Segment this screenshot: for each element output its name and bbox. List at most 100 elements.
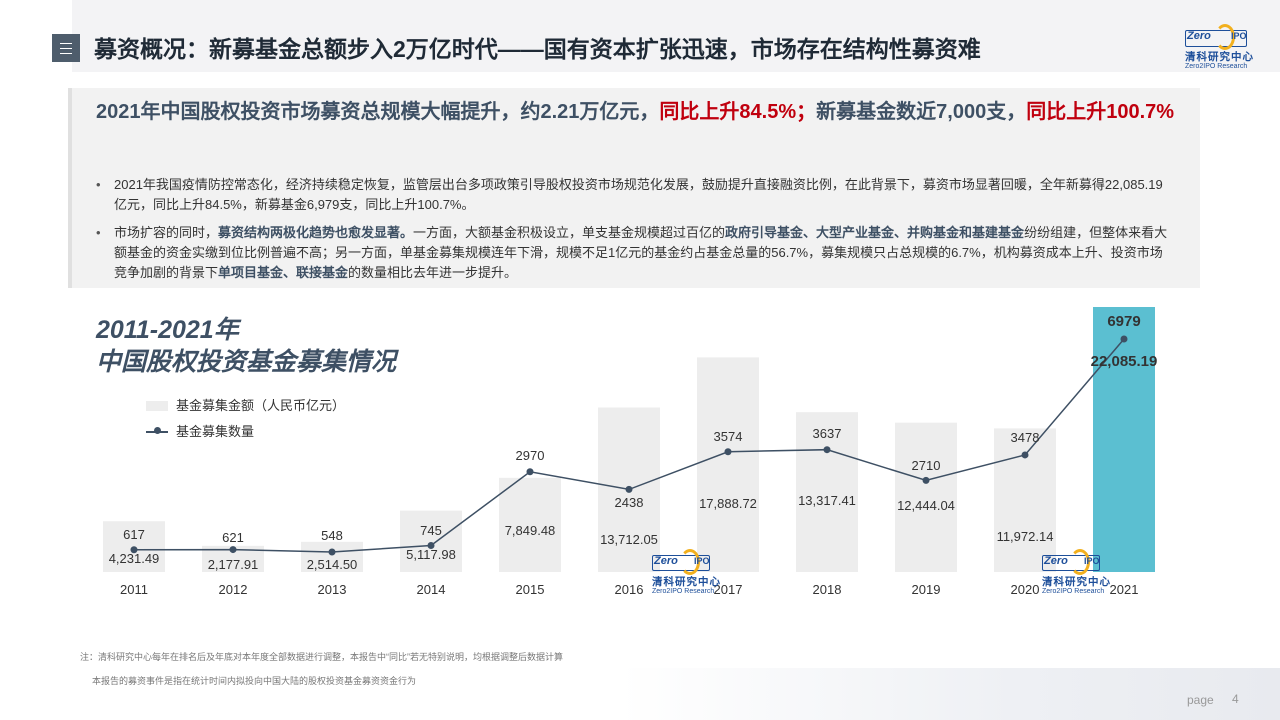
- count-point-2017: [724, 448, 732, 456]
- summary-headline: 2021年中国股权投资市场募资总规模大幅提升，约2.21万亿元，同比上升84.5…: [96, 98, 1176, 127]
- legend-item-count: 基金募集数量: [146, 422, 345, 448]
- legend-label-amount: 基金募集金额（人民币亿元）: [176, 398, 346, 413]
- watermark-cn-1: 清科研究中心: [652, 576, 721, 588]
- bullet-2-a: 市场扩容的同时，: [114, 225, 219, 240]
- count-label-2020: 3478: [1011, 430, 1040, 445]
- headline-part-c: 新募基金数近7,000支，: [816, 101, 1027, 123]
- header-band: [72, 0, 1280, 72]
- bar-2021: [1093, 307, 1155, 572]
- x-tick-2012: 2012: [219, 582, 248, 597]
- x-tick-2011: 2011: [120, 582, 148, 597]
- bar-label-2013: 2,514.50: [307, 557, 358, 572]
- note-line-1: 注：清科研究中心每年在排名后及年底对本年度全部数据进行调整，本报告中“同比”若无…: [80, 652, 563, 662]
- chart-legend: 基金募集金额（人民币亿元） 基金募集数量: [146, 396, 345, 448]
- footer-band: [620, 668, 1280, 720]
- x-tick-2019: 2019: [912, 582, 941, 597]
- bullet-2-f: 单项目基金、联接基金: [218, 265, 349, 280]
- logo-ipo: IPO: [1231, 31, 1247, 41]
- page-number: 4: [1232, 692, 1239, 706]
- x-tick-2013: 2013: [318, 582, 347, 597]
- chart-title-line1: 2011-2021年: [96, 316, 239, 344]
- count-label-2018: 3637: [813, 426, 842, 441]
- count-point-2018: [823, 446, 831, 454]
- bullet-2-g: 的数量相比去年进一步提升。: [348, 265, 518, 280]
- bar-2020: [994, 428, 1056, 572]
- note-line-2: 本报告的募资事件是指在统计时间内拟投向中国大陆的股权投资基金募资资金行为: [92, 676, 417, 686]
- bullet-2-d: 政府引导基金、大型产业基金、并购基金和基建基金: [725, 225, 1025, 240]
- legend-label-count: 基金募集数量: [176, 424, 255, 439]
- bar-label-2016: 13,712.05: [600, 532, 658, 547]
- count-point-2016: [625, 485, 633, 493]
- bar-label-2012: 2,177.91: [208, 557, 259, 572]
- logo-zero: Zero: [1187, 30, 1211, 42]
- count-point-2021: [1120, 335, 1128, 343]
- bar-2017: [697, 357, 759, 572]
- summary-bullets: 2021年我国疫情防控常态化，经济持续稳定恢复，监管层出台多项政策引导股权投资市…: [96, 175, 1174, 291]
- bullet-2: 市场扩容的同时，募资结构两极化趋势也愈发显著。一方面，大额基金积极设立，单支基金…: [96, 223, 1174, 283]
- x-tick-2018: 2018: [813, 582, 842, 597]
- bullet-1: 2021年我国疫情防控常态化，经济持续稳定恢复，监管层出台多项政策引导股权投资市…: [96, 175, 1174, 215]
- count-label-2021: 6979: [1107, 313, 1140, 330]
- menu-icon: [52, 34, 80, 62]
- logo-cn: 清科研究中心: [1185, 51, 1254, 63]
- watermark-en-1: Zero2IPO Research: [652, 588, 715, 595]
- watermark-ipo-2: IPO: [1084, 556, 1100, 566]
- x-tick-2021: 2021: [1110, 582, 1139, 597]
- bar-label-2014: 5,117.98: [406, 547, 456, 562]
- bar-label-2020: 11,972.14: [997, 529, 1054, 544]
- count-label-2011: 617: [123, 527, 145, 542]
- x-tick-2017: 2017: [714, 582, 743, 597]
- bar-2015: [499, 477, 561, 572]
- chart-title: 2011-2021年 中国股权投资基金募集情况: [96, 314, 396, 378]
- count-label-2013: 548: [321, 528, 343, 543]
- count-label-2014: 745: [420, 523, 442, 538]
- bar-label-2019: 12,444.04: [897, 498, 955, 513]
- watermark-ipo-1: IPO: [694, 556, 710, 566]
- bar-2019: [895, 422, 957, 572]
- zero2ipo-logo: Zero IPO 清科研究中心 Zero2IPO Research: [1185, 24, 1265, 74]
- logo-en: Zero2IPO Research: [1185, 63, 1248, 70]
- count-label-2016: 2438: [615, 495, 644, 510]
- count-point-2019: [922, 476, 930, 484]
- bar-label-2015: 7,849.48: [505, 523, 556, 538]
- legend-item-amount: 基金募集金额（人民币亿元）: [146, 396, 345, 422]
- x-tick-2014: 2014: [417, 582, 446, 597]
- watermark-logo-1: Zero IPO 清科研究中心 Zero2IPO Research: [652, 549, 722, 599]
- bar-2013: [301, 541, 363, 572]
- watermark-zero-1: Zero: [654, 555, 678, 567]
- headline-part-d: 同比上升100.7%: [1026, 101, 1175, 123]
- x-tick-2015: 2015: [516, 582, 545, 597]
- bar-label-2021: 22,085.19: [1091, 353, 1158, 370]
- bar-label-2011: 4,231.49: [109, 551, 160, 566]
- headline-part-a: 2021年中国股权投资市场募资总规模大幅提升，约2.21万亿元，: [96, 101, 660, 123]
- bar-2018: [796, 412, 858, 572]
- bar-label-2017: 17,888.72: [699, 496, 757, 511]
- count-label-2017: 3574: [714, 429, 743, 444]
- watermark-logo-2: Zero IPO 清科研究中心 Zero2IPO Research: [1042, 549, 1112, 599]
- count-point-2012: [229, 546, 237, 554]
- bullet-2-e: 纷纷组建，但整体来看大额基金的资金实缴到位比例普遍不高；另一方面，单基金募集规模…: [114, 225, 1168, 280]
- bullet-2-b: 募资结构两极化趋势也愈发显著。: [218, 225, 414, 240]
- bar-2014: [400, 510, 462, 572]
- watermark-cn-2: 清科研究中心: [1042, 576, 1111, 588]
- headline-part-b: 同比上升84.5%；: [659, 101, 817, 123]
- count-label-2015: 2970: [516, 448, 545, 463]
- count-point-2015: [526, 468, 534, 476]
- bullet-2-c: 一方面，大额基金积极设立，单支基金规模超过百亿的: [413, 225, 726, 240]
- page-title: 募资概况：新募基金总额步入2万亿时代——国有资本扩张迅速，市场存在结构性募资难: [94, 36, 981, 62]
- legend-dot-swatch: [154, 427, 161, 434]
- chart-title-line2: 中国股权投资基金募集情况: [96, 348, 397, 376]
- count-label-2012: 621: [222, 530, 244, 545]
- x-tick-2016: 2016: [615, 582, 644, 597]
- count-point-2014: [427, 541, 435, 549]
- legend-bar-swatch: [146, 401, 168, 411]
- page-label: page: [1187, 693, 1214, 707]
- watermark-zero-2: Zero: [1044, 555, 1068, 567]
- count-label-2019: 2710: [912, 458, 941, 473]
- summary-accent: [68, 88, 72, 288]
- count-point-2020: [1021, 451, 1029, 459]
- x-tick-2020: 2020: [1011, 582, 1040, 597]
- watermark-en-2: Zero2IPO Research: [1042, 588, 1105, 595]
- bar-label-2018: 13,317.41: [798, 493, 856, 508]
